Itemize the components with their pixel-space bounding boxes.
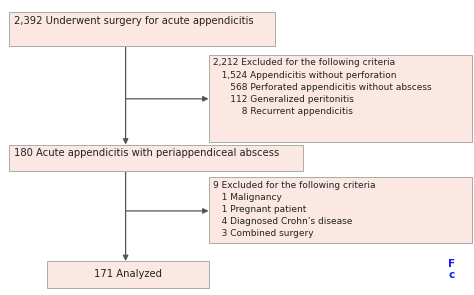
FancyBboxPatch shape bbox=[209, 177, 472, 243]
FancyBboxPatch shape bbox=[9, 145, 303, 171]
Text: 180 Acute appendicitis with periappendiceal abscess: 180 Acute appendicitis with periappendic… bbox=[14, 148, 280, 158]
FancyBboxPatch shape bbox=[47, 261, 209, 288]
Text: 2,212 Excluded for the following criteria
   1,524 Appendicitis without perforat: 2,212 Excluded for the following criteri… bbox=[213, 58, 432, 116]
FancyBboxPatch shape bbox=[9, 12, 275, 46]
Text: F
c: F c bbox=[448, 259, 455, 280]
FancyBboxPatch shape bbox=[209, 55, 472, 142]
Text: 2,392 Underwent surgery for acute appendicitis: 2,392 Underwent surgery for acute append… bbox=[14, 16, 254, 26]
Text: 9 Excluded for the following criteria
   1 Malignancy
   1 Pregnant patient
   4: 9 Excluded for the following criteria 1 … bbox=[213, 181, 376, 238]
Text: 171 Analyzed: 171 Analyzed bbox=[94, 269, 162, 279]
